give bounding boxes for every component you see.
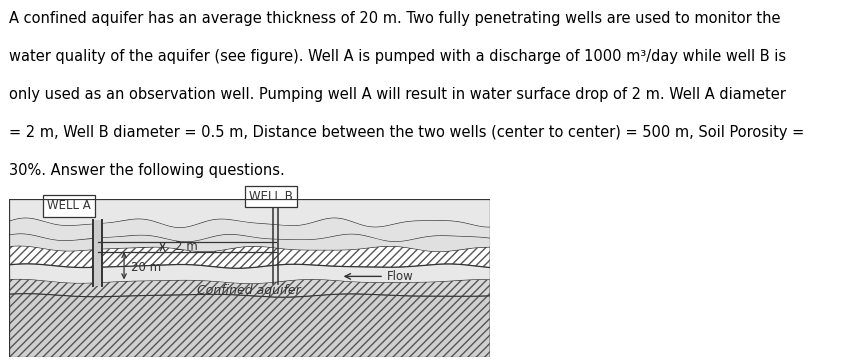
Text: only used as an observation well. Pumping well A will result in water surface dr: only used as an observation well. Pumpin…: [9, 87, 786, 102]
Polygon shape: [9, 234, 490, 251]
Polygon shape: [9, 199, 490, 227]
Text: 2 m: 2 m: [175, 240, 198, 253]
Text: Confined aquifer: Confined aquifer: [198, 284, 301, 297]
Polygon shape: [9, 279, 490, 297]
Bar: [93, 220, 102, 286]
Text: Flow: Flow: [387, 270, 413, 283]
Polygon shape: [9, 218, 490, 242]
Text: WELL A: WELL A: [47, 199, 91, 212]
Text: WELL B: WELL B: [250, 190, 293, 203]
Text: = 2 m, Well B diameter = 0.5 m, Distance between the two wells (center to center: = 2 m, Well B diameter = 0.5 m, Distance…: [9, 125, 803, 140]
Polygon shape: [9, 293, 490, 357]
Text: A confined aquifer has an average thickness of 20 m. Two fully penetrating wells: A confined aquifer has an average thickn…: [9, 11, 780, 26]
Polygon shape: [9, 264, 490, 283]
Polygon shape: [9, 246, 490, 268]
Text: 20 m: 20 m: [131, 261, 161, 274]
Text: water quality of the aquifer (see figure). Well A is pumped with a discharge of : water quality of the aquifer (see figure…: [0, 360, 1, 361]
Text: 30%. Answer the following questions.: 30%. Answer the following questions.: [9, 163, 285, 178]
Text: water quality of the aquifer (see figure). Well A is pumped with a discharge of : water quality of the aquifer (see figure…: [9, 49, 786, 64]
